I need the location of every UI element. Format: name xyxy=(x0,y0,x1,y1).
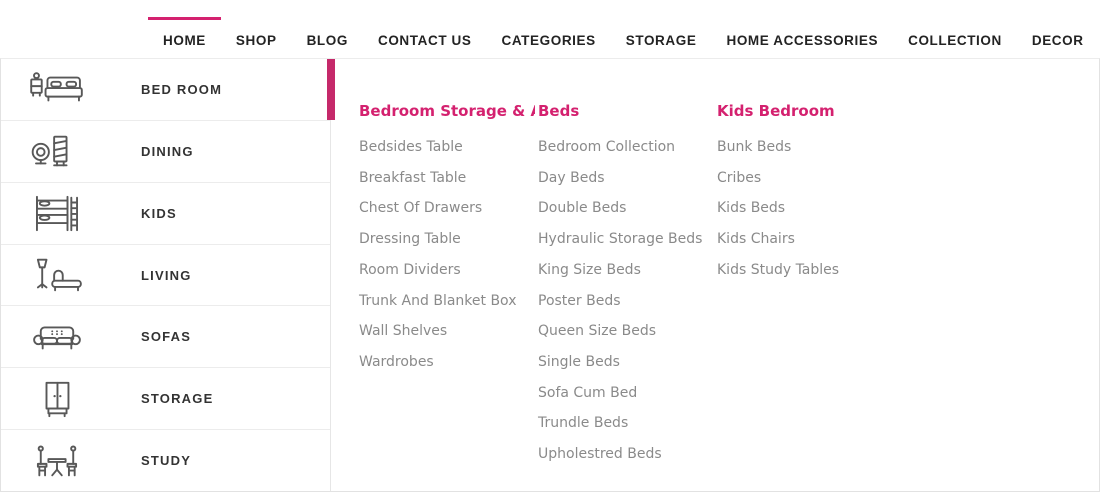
menu-link[interactable]: Bedsides Table xyxy=(359,139,463,155)
menu-link[interactable]: Trunk And Blanket Box xyxy=(359,292,517,309)
menu-column-bedroom-storage-a: Bedroom Storage & A… Bedsides Table Breakf… xyxy=(359,101,538,378)
menu-link[interactable]: Breakfast Table xyxy=(359,169,467,186)
menu-link[interactable]: Room Dividers xyxy=(359,261,461,278)
menu-link[interactable]: King Size Beds xyxy=(538,261,641,278)
sidebar-item-living[interactable]: LIVING xyxy=(1,244,330,307)
nav-item-storage[interactable]: STORAGE xyxy=(625,33,697,48)
sidebar-item-label: STUDY xyxy=(141,453,192,469)
sidebar-item-dining[interactable]: DINING xyxy=(1,120,330,183)
menu-link[interactable]: Wall Shelves xyxy=(359,323,448,340)
kids-icon xyxy=(1,192,113,234)
menu-link[interactable]: Sofa Cum Bed xyxy=(538,384,638,401)
sidebar-item-bed-room[interactable]: BED ROOM xyxy=(1,59,335,121)
menu-column-title[interactable]: Beds xyxy=(538,102,580,120)
menu-link[interactable]: Bunk Beds xyxy=(717,139,792,155)
sidebar-item-label: KIDS xyxy=(141,205,177,221)
nav-item-collection[interactable]: COLLECTION xyxy=(908,33,1002,48)
menu-link[interactable]: Kids Beds xyxy=(717,200,786,217)
menu-list: Bedroom Collection Day Beds Double Beds Hyd… xyxy=(538,132,717,470)
nav-item-contact-us[interactable]: CONTACT US xyxy=(377,33,472,48)
nav-item-home-accessories[interactable]: HOME ACCESSORIES xyxy=(726,33,879,48)
submenu-columns: Bedroom Storage & A… Bedsides Table Breakf… xyxy=(331,59,1099,491)
dining-icon xyxy=(1,130,113,172)
nav-item-categories[interactable]: CATEGORIES xyxy=(501,33,596,48)
sidebar-item-label: BED ROOM xyxy=(141,81,223,97)
menu-column-title[interactable]: Kids Bedroom xyxy=(717,102,835,120)
sidebar-item-label: LIVING xyxy=(141,267,192,283)
menu-link[interactable]: Upholestred Beds xyxy=(538,446,662,463)
menu-link[interactable]: Wardrobes xyxy=(359,353,434,370)
menu-link[interactable]: Queen Size Beds xyxy=(538,323,657,340)
menu-column-beds: Beds Bedroom Collection Day Beds Double Bed… xyxy=(538,101,717,470)
sidebar-item-label: DINING xyxy=(141,143,194,159)
menu-link[interactable]: Double Beds xyxy=(538,200,627,217)
menu-column-kids-bedroom: Kids Bedroom Bunk Beds Cribes Kids Beds Kids… xyxy=(717,101,896,286)
menu-link[interactable]: Trundle Beds xyxy=(538,415,629,432)
menu-column-title[interactable]: Bedroom Storage & A… xyxy=(359,102,535,120)
living-icon xyxy=(1,254,113,296)
menu-link[interactable]: Day Beds xyxy=(538,169,605,186)
menu-link[interactable]: Single Beds xyxy=(538,353,620,370)
storage-icon xyxy=(1,378,113,420)
bedroom-icon xyxy=(1,68,113,110)
mega-menu-panel: BED ROOM DINING KIDS LIVING SOFAS STORAGE STUD… xyxy=(0,58,1100,492)
nav-item-decor[interactable]: DECOR xyxy=(1031,33,1084,48)
menu-list: Bunk Beds Cribes Kids Beds Kids Chairs Kids … xyxy=(717,132,896,286)
active-indicator xyxy=(327,59,335,120)
top-navigation: HOME SHOP BLOG CONTACT US CATEGORIES STORAGE H… xyxy=(0,0,1100,58)
menu-list: Bedsides Table Breakfast Table Chest Of Dr… xyxy=(359,132,538,378)
menu-link[interactable]: Hydraulic Storage Beds xyxy=(538,231,703,248)
sidebar-item-label: SOFAS xyxy=(141,329,192,345)
menu-link[interactable]: Bedroom Collection xyxy=(538,139,676,155)
menu-link[interactable]: Kids Chairs xyxy=(717,231,795,248)
menu-link[interactable]: Cribes xyxy=(717,169,762,186)
sidebar-item-label: STORAGE xyxy=(141,391,214,407)
nav-item-shop[interactable]: SHOP xyxy=(235,33,277,48)
sidebar-item-storage[interactable]: STORAGE xyxy=(1,368,330,431)
sidebar-item-kids[interactable]: KIDS xyxy=(1,182,330,245)
nav-item-blog[interactable]: BLOG xyxy=(306,33,348,48)
nav-item-home[interactable]: HOME xyxy=(148,17,221,48)
menu-link[interactable]: Dressing Table xyxy=(359,231,461,248)
category-sidebar: BED ROOM DINING KIDS LIVING SOFAS STORAGE STUD… xyxy=(1,59,335,492)
sidebar-item-sofas[interactable]: SOFAS xyxy=(1,306,330,369)
menu-link[interactable]: Chest Of Drawers xyxy=(359,200,483,217)
sofas-icon xyxy=(1,316,113,358)
sidebar-item-study[interactable]: STUDY xyxy=(1,430,330,492)
menu-link[interactable]: Kids Study Tables xyxy=(717,261,840,278)
menu-link[interactable]: Poster Beds xyxy=(538,292,621,309)
study-icon xyxy=(1,440,113,482)
